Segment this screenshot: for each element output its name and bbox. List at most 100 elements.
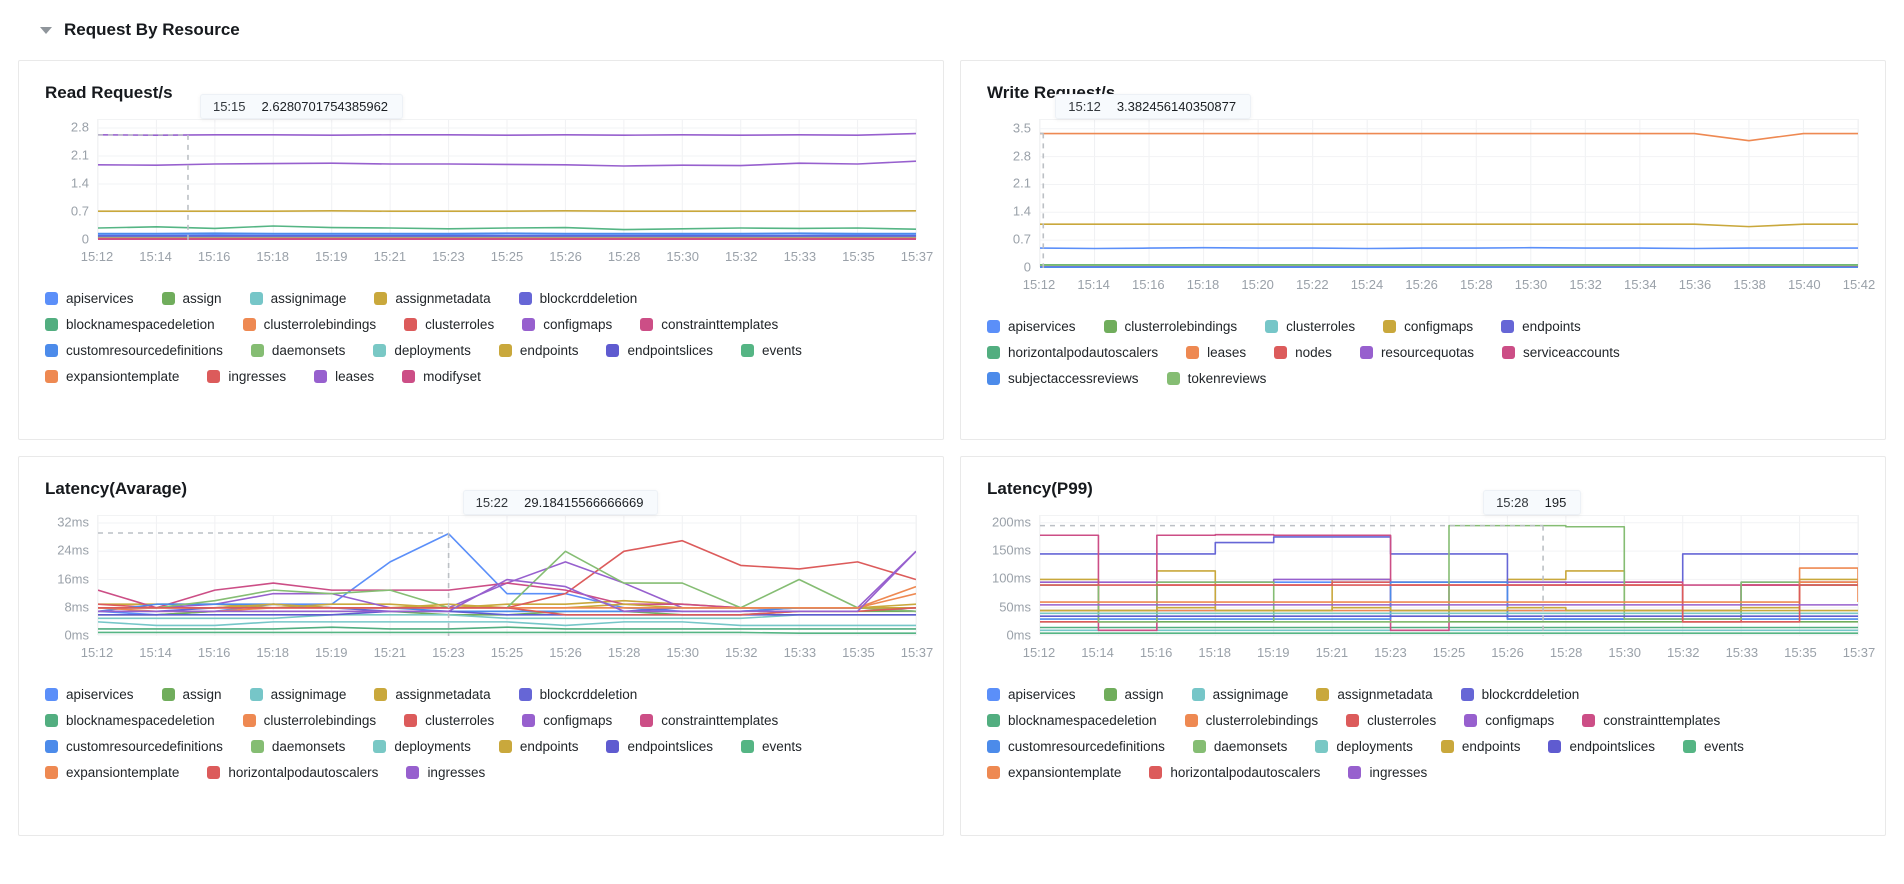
chart-write-requests[interactable]: 3.5 2.8 2.1 1.4 0.7 0 15:12 3.382456140350877…: [987, 94, 1875, 297]
legend-item-blocknamespacedeletion[interactable]: blocknamespacedeletion: [45, 317, 215, 332]
legend-item-configmaps[interactable]: configmaps: [522, 317, 612, 332]
legend-item-blockcrddeletion[interactable]: blockcrddeletion: [1460, 687, 1579, 702]
legend-item-clusterroles[interactable]: clusterroles: [1346, 713, 1436, 728]
legend-item-subjectaccessreviews[interactable]: subjectaccessreviews: [987, 371, 1139, 386]
legend-swatch-icon: [1186, 346, 1200, 359]
legend-item-daemonsets[interactable]: daemonsets: [250, 343, 345, 358]
legend-item-endpointslices[interactable]: endpointslices: [606, 343, 713, 358]
legend-item-events[interactable]: events: [741, 739, 802, 754]
legend-item-apiservices[interactable]: apiservices: [987, 687, 1076, 702]
series-line-events: [98, 632, 916, 633]
legend-item-configmaps[interactable]: configmaps: [522, 713, 612, 728]
y-tick-label: 24ms: [57, 542, 89, 558]
legend-swatch-icon: [1383, 320, 1397, 333]
legend-item-endpoints[interactable]: endpoints: [1501, 319, 1581, 334]
legend-item-blocknamespacedeletion[interactable]: blocknamespacedeletion: [45, 713, 215, 728]
legend-item-assign[interactable]: assign: [161, 687, 222, 702]
plot-area-latency-average[interactable]: 15:22 29.18415566666669: [97, 490, 917, 635]
legend-item-endpoints[interactable]: endpoints: [498, 739, 578, 754]
legend-swatch-icon: [249, 688, 263, 701]
legend-item-daemonsets[interactable]: daemonsets: [1192, 739, 1287, 754]
legend-item-configmaps[interactable]: configmaps: [1464, 713, 1554, 728]
chart-read-requests[interactable]: 2.8 2.1 1.4 0.7 0 15:15 2.6280701754385962 1…: [45, 94, 933, 269]
legend-item-leases[interactable]: leases: [1186, 345, 1246, 360]
legend-item-assignimage[interactable]: assignimage: [249, 687, 346, 702]
legend-item-blocknamespacedeletion[interactable]: blocknamespacedeletion: [987, 713, 1157, 728]
legend-item-endpointslices[interactable]: endpointslices: [1548, 739, 1655, 754]
legend-item-assignimage[interactable]: assignimage: [249, 291, 346, 306]
legend-item-events[interactable]: events: [741, 343, 802, 358]
legend-item-expansiontemplate[interactable]: expansiontemplate: [987, 765, 1121, 780]
legend-item-constrainttemplates[interactable]: constrainttemplates: [640, 713, 778, 728]
legend-item-clusterrolebindings[interactable]: clusterrolebindings: [242, 713, 377, 728]
legend-item-resourcequotas[interactable]: resourcequotas: [1359, 345, 1474, 360]
legend-label: expansiontemplate: [66, 369, 180, 384]
legend-item-customresourcedefinitions[interactable]: customresourcedefinitions: [987, 739, 1165, 754]
legend-item-apiservices[interactable]: apiservices: [45, 687, 134, 702]
legend-label: modifyset: [423, 369, 481, 384]
legend-item-customresourcedefinitions[interactable]: customresourcedefinitions: [45, 739, 223, 754]
legend-label: nodes: [1295, 345, 1332, 360]
legend-label: ingresses: [427, 765, 486, 780]
legend-swatch-icon: [741, 740, 755, 753]
legend-item-horizontalpodautoscalers[interactable]: horizontalpodautoscalers: [207, 765, 378, 780]
legend-item-apiservices[interactable]: apiservices: [45, 291, 134, 306]
x-tick-label: 15:32: [725, 249, 758, 264]
legend-item-assignmetadata[interactable]: assignmetadata: [374, 687, 491, 702]
legend-item-daemonsets[interactable]: daemonsets: [250, 739, 345, 754]
collapse-triangle-icon[interactable]: [40, 26, 52, 34]
legend-item-clusterrolebindings[interactable]: clusterrolebindings: [242, 317, 376, 332]
legend-item-endpoints[interactable]: endpoints: [1440, 739, 1520, 754]
legend-item-serviceaccounts[interactable]: serviceaccounts: [1502, 345, 1620, 360]
legend-item-constrainttemplates[interactable]: constrainttemplates: [640, 317, 778, 332]
legend-item-endpointslices[interactable]: endpointslices: [606, 739, 713, 754]
legend-item-expansiontemplate[interactable]: expansiontemplate: [45, 369, 179, 384]
legend-item-expansiontemplate[interactable]: expansiontemplate: [45, 765, 179, 780]
legend-label: customresourcedefinitions: [66, 739, 223, 754]
legend-item-configmaps[interactable]: configmaps: [1383, 319, 1473, 334]
legend-item-deployments[interactable]: deployments: [373, 343, 471, 358]
legend-item-nodes[interactable]: nodes: [1274, 345, 1332, 360]
legend-item-deployments[interactable]: deployments: [1315, 739, 1413, 754]
legend-item-endpoints[interactable]: endpoints: [498, 343, 578, 358]
legend-swatch-icon: [1274, 346, 1288, 359]
legend-item-ingresses[interactable]: ingresses: [406, 765, 485, 780]
legend-item-deployments[interactable]: deployments: [373, 739, 471, 754]
legend-item-clusterrolebindings[interactable]: clusterrolebindings: [1103, 319, 1237, 334]
legend-item-assignmetadata[interactable]: assignmetadata: [1316, 687, 1433, 702]
legend-item-assignimage[interactable]: assignimage: [1191, 687, 1288, 702]
legend-item-blockcrddeletion[interactable]: blockcrddeletion: [518, 687, 637, 702]
legend-item-constrainttemplates[interactable]: constrainttemplates: [1582, 713, 1720, 728]
legend-item-leases[interactable]: leases: [314, 369, 374, 384]
legend-label: clusterrolebindings: [263, 713, 377, 728]
legend-item-clusterroles[interactable]: clusterroles: [1265, 319, 1355, 334]
legend-item-events[interactable]: events: [1683, 739, 1744, 754]
legend-swatch-icon: [45, 740, 58, 753]
legend-item-assign[interactable]: assign: [161, 291, 222, 306]
legend-item-assignmetadata[interactable]: assignmetadata: [374, 291, 491, 306]
legend-item-ingresses[interactable]: ingresses: [207, 369, 286, 384]
plot-area-latency-p99[interactable]: 15:28 195: [1039, 490, 1859, 635]
legend-item-blockcrddeletion[interactable]: blockcrddeletion: [518, 291, 637, 306]
chart-latency-p99[interactable]: 200ms 150ms 100ms 50ms 0ms 15:28 195 15:12 15…: [987, 490, 1875, 665]
legend-item-customresourcedefinitions[interactable]: customresourcedefinitions: [45, 343, 223, 358]
legend-label: assign: [182, 291, 222, 306]
legend-item-ingresses[interactable]: ingresses: [1348, 765, 1427, 780]
tooltip-read: 15:15 2.6280701754385962: [199, 94, 404, 119]
panel-title-latency-average: Latency(Avarage): [45, 479, 188, 498]
legend-swatch-icon: [1103, 320, 1117, 333]
chart-latency-average[interactable]: 32ms 24ms 16ms 8ms 0ms 15:22 29.184155666666…: [45, 490, 933, 665]
legend-item-horizontalpodautoscalers[interactable]: horizontalpodautoscalers: [987, 345, 1158, 360]
legend-item-assign[interactable]: assign: [1103, 687, 1164, 702]
legend-item-horizontalpodautoscalers[interactable]: horizontalpodautoscalers: [1149, 765, 1320, 780]
legend-item-apiservices[interactable]: apiservices: [987, 319, 1076, 334]
legend-item-clusterroles[interactable]: clusterroles: [404, 317, 494, 332]
legend-label: apiservices: [1008, 687, 1076, 702]
legend-item-clusterroles[interactable]: clusterroles: [404, 713, 494, 728]
plot-area-read[interactable]: 15:15 2.6280701754385962: [97, 94, 917, 239]
legend-item-clusterrolebindings[interactable]: clusterrolebindings: [1184, 713, 1318, 728]
legend-label: constrainttemplates: [661, 317, 779, 332]
legend-item-modifyset[interactable]: modifyset: [402, 369, 481, 384]
plot-area-write[interactable]: 15:12 3.382456140350877: [1039, 94, 1859, 267]
legend-item-tokenreviews[interactable]: tokenreviews: [1166, 371, 1266, 386]
